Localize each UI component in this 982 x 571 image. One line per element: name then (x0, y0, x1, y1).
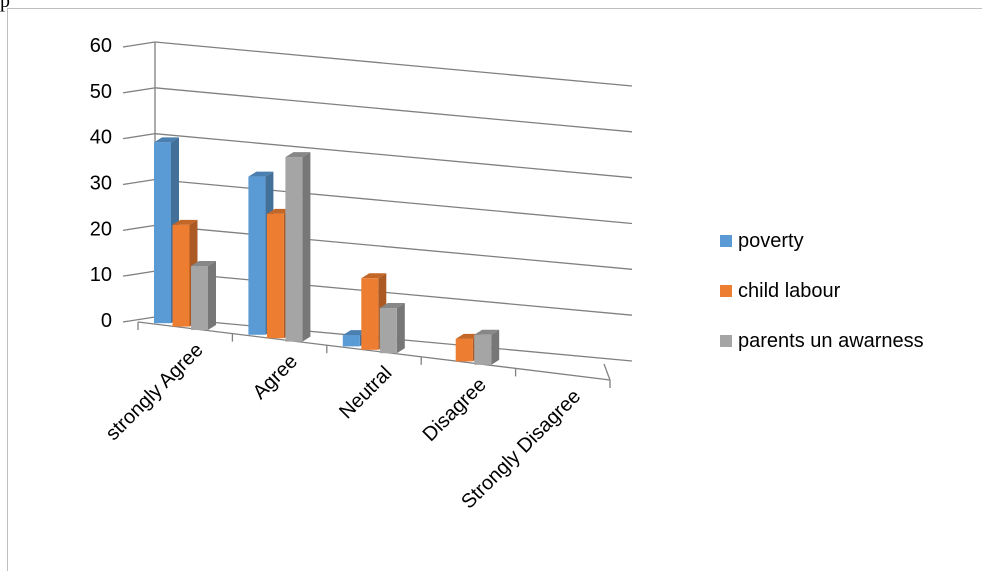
y-tick-label: 50 (90, 81, 112, 103)
bar (379, 303, 405, 354)
chart-gridlines (122, 41, 633, 362)
gridline (154, 87, 633, 133)
floor-edge (603, 363, 611, 381)
bar-top (285, 152, 311, 158)
gridline-side (122, 87, 156, 94)
bar-front (248, 176, 266, 335)
chart-floor (137, 321, 611, 388)
bar-side (396, 303, 405, 354)
gridline-side (122, 270, 156, 277)
y-tick-label: 30 (90, 173, 112, 195)
y-axis: 0 10 20 30 40 50 60 (90, 35, 156, 332)
gridline (154, 41, 633, 87)
bar-front (474, 334, 492, 365)
bar-front (172, 224, 190, 327)
x-tick-label: Neutral (335, 362, 396, 423)
gridline-side (122, 224, 156, 231)
y-tick-label: 40 (90, 127, 112, 149)
bar-front (361, 278, 379, 350)
bar-front (266, 213, 284, 339)
bar-front (154, 142, 171, 324)
bar (285, 152, 311, 342)
x-tick-label: Agree (249, 351, 302, 404)
x-tick-label: Strongly Disagree (457, 385, 585, 513)
bar-side (208, 261, 216, 331)
bar-top (248, 171, 274, 177)
bar-front (191, 266, 208, 331)
y-tick-label: 20 (90, 218, 112, 240)
x-tick-label: Disagree (419, 374, 491, 446)
x-axis-line (137, 321, 611, 381)
bar-front (455, 338, 473, 362)
bar-top (474, 329, 500, 335)
bar (191, 261, 216, 331)
y-tick-label: 0 (101, 310, 112, 332)
bar-side (491, 329, 500, 365)
bar-top (172, 219, 198, 225)
y-tick-label: 10 (90, 264, 112, 286)
gridline-side (122, 178, 156, 186)
chart-legend: poverty child labour parents un awarness (720, 230, 924, 352)
gridline (154, 224, 633, 270)
bar-top (361, 273, 387, 279)
legend-swatch (720, 335, 732, 347)
bar-front (285, 157, 303, 342)
gridline-side (122, 316, 156, 323)
bar-front (342, 335, 360, 347)
page-text-fragment: p (0, 0, 10, 12)
x-tick-label: strongly Agree (102, 339, 208, 445)
legend-swatch (720, 235, 732, 247)
bar-top (154, 137, 179, 143)
legend-label: parents un awarness (738, 330, 924, 352)
chart-bars (154, 137, 500, 365)
bar-front (379, 308, 397, 354)
gridline (154, 270, 633, 316)
gridline-side (122, 41, 156, 48)
gridline (154, 178, 633, 225)
bar (474, 329, 500, 365)
chart-frame-top-border (7, 8, 982, 9)
bar-side (302, 152, 311, 342)
gridline-side (122, 133, 156, 140)
legend-label: poverty (738, 230, 804, 252)
bar-top (379, 303, 405, 309)
legend-swatch (720, 285, 732, 297)
gridline (154, 133, 633, 179)
legend-label: child labour (738, 280, 841, 302)
bar-top (191, 261, 216, 267)
chart-frame-left-border (7, 8, 8, 571)
x-axis-labels: strongly Agree Agree Neutral DisagreeStrong… (102, 339, 586, 513)
y-tick-label: 60 (90, 35, 112, 57)
